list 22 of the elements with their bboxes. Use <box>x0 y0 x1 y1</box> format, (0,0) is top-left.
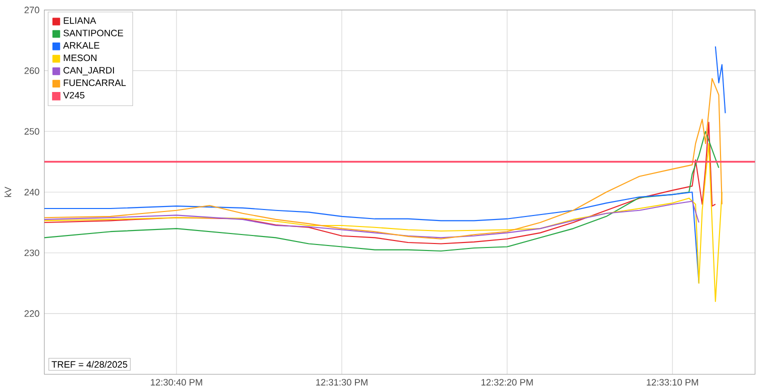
legend-label: MESON <box>64 54 96 62</box>
y-tick-label: 240 <box>24 188 40 196</box>
legend-label: CAN_JARDI <box>64 67 114 76</box>
annotation: TREF = 4/28/2025 <box>52 360 128 368</box>
x-tick-label: 12:30:40 PM <box>150 378 202 386</box>
y-tick-label: 220 <box>24 310 40 317</box>
y-tick-label: 260 <box>24 67 40 74</box>
legend-label: FUENCARRAL <box>64 79 126 86</box>
y-tick-label: 250 <box>24 128 40 135</box>
x-tick-label: 12:31:30 PM <box>316 378 368 386</box>
legend-label: ARKALE <box>63 42 100 49</box>
legend-label: ELIANA <box>64 17 96 24</box>
y-tick-label: 230 <box>24 250 40 256</box>
legend-label: SANTIPONCE <box>64 30 124 36</box>
y-axis-title: kV <box>4 186 12 197</box>
line-series <box>44 78 722 240</box>
line-series <box>44 200 700 238</box>
legend-label: V245 <box>63 92 84 98</box>
x-tick-label: 12:33:10 PM <box>646 378 698 386</box>
line-series <box>44 143 722 302</box>
y-tick-label: 270 <box>24 6 40 14</box>
x-tick-label: 12:32:20 PM <box>482 378 533 386</box>
